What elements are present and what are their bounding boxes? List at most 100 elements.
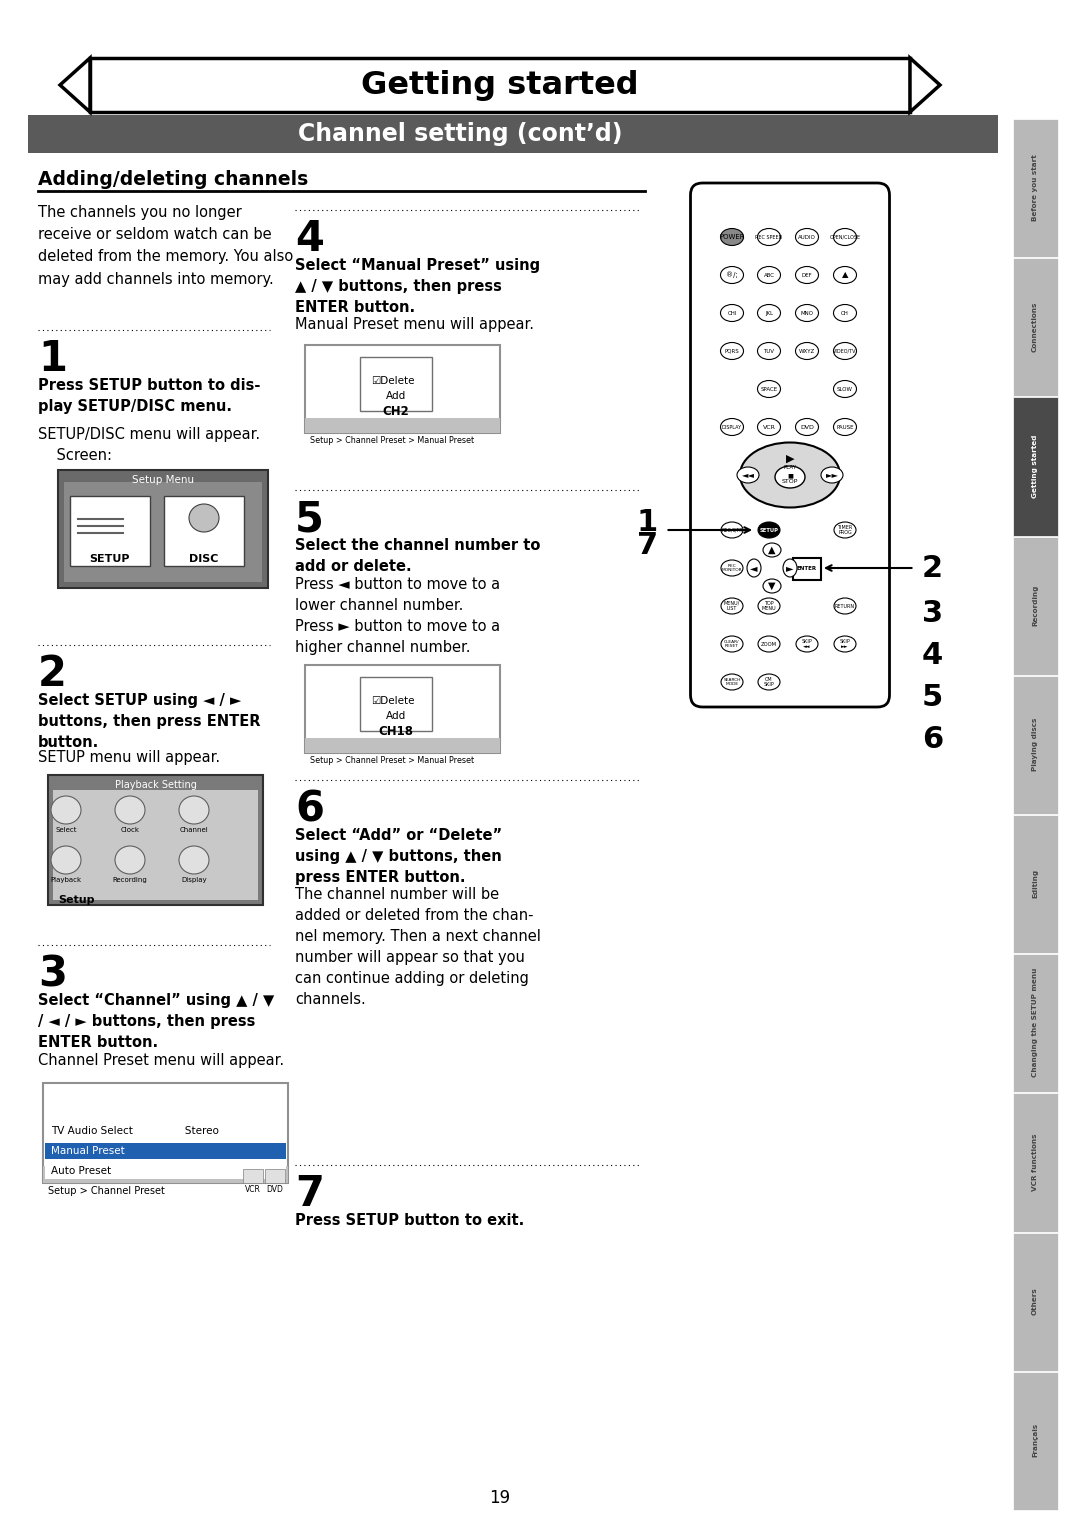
Ellipse shape (720, 342, 743, 359)
Text: 1: 1 (637, 507, 658, 536)
Text: ■
STOP: ■ STOP (782, 474, 798, 484)
Ellipse shape (757, 229, 781, 246)
Text: ◄◄: ◄◄ (742, 471, 755, 480)
Text: 6: 6 (922, 724, 943, 753)
Ellipse shape (796, 419, 819, 435)
Ellipse shape (834, 380, 856, 397)
Text: CM
SKIP: CM SKIP (764, 677, 774, 688)
Ellipse shape (757, 266, 781, 284)
Text: SKIP
►►: SKIP ►► (839, 639, 850, 649)
FancyBboxPatch shape (305, 738, 500, 753)
FancyBboxPatch shape (45, 1143, 286, 1160)
Text: 4: 4 (922, 640, 943, 669)
Text: TV Audio Select                Stereo: TV Audio Select Stereo (51, 1126, 219, 1135)
Text: Auto Preset: Auto Preset (51, 1166, 111, 1177)
FancyBboxPatch shape (70, 497, 150, 565)
Text: Select “Manual Preset” using
▲ / ▼ buttons, then press
ENTER button.: Select “Manual Preset” using ▲ / ▼ butto… (295, 258, 540, 315)
FancyBboxPatch shape (243, 1169, 264, 1183)
Ellipse shape (757, 419, 781, 435)
FancyBboxPatch shape (360, 677, 432, 730)
Text: ►►: ►► (825, 471, 838, 480)
Ellipse shape (834, 266, 856, 284)
Text: Select “Channel” using ▲ / ▼
/ ◄ / ► buttons, then press
ENTER button.: Select “Channel” using ▲ / ▼ / ◄ / ► but… (38, 993, 274, 1050)
Text: TUV: TUV (764, 348, 774, 353)
Text: DVD: DVD (267, 1186, 283, 1195)
Text: DVD: DVD (800, 425, 814, 429)
Ellipse shape (834, 229, 856, 246)
Text: Channel Preset menu will appear.: Channel Preset menu will appear. (38, 1053, 284, 1068)
Text: ◄: ◄ (751, 562, 758, 573)
Text: ☑Delete: ☑Delete (372, 695, 415, 706)
Ellipse shape (721, 523, 743, 538)
Text: ►: ► (786, 562, 794, 573)
Ellipse shape (796, 229, 819, 246)
Polygon shape (910, 58, 940, 112)
Ellipse shape (834, 342, 856, 359)
Ellipse shape (189, 504, 219, 532)
Ellipse shape (834, 304, 856, 321)
Ellipse shape (740, 443, 840, 507)
Text: DEF: DEF (801, 272, 812, 278)
Text: Playing discs: Playing discs (1032, 718, 1038, 772)
FancyBboxPatch shape (1013, 119, 1057, 257)
FancyBboxPatch shape (305, 665, 500, 753)
Text: Setup Menu: Setup Menu (132, 475, 194, 484)
Text: CLEAR/
RESET: CLEAR/ RESET (725, 640, 740, 648)
Text: Playback: Playback (51, 877, 82, 883)
Text: 2: 2 (38, 652, 67, 695)
Text: CH2: CH2 (382, 405, 409, 419)
Text: ZOOM: ZOOM (761, 642, 778, 646)
Text: CHI: CHI (727, 310, 737, 315)
Text: Add: Add (386, 711, 406, 721)
FancyBboxPatch shape (28, 115, 998, 153)
Text: Others: Others (1032, 1287, 1038, 1316)
Ellipse shape (834, 419, 856, 435)
Text: JKL: JKL (765, 310, 773, 315)
Ellipse shape (179, 796, 210, 824)
Text: DISPLAY: DISPLAY (721, 425, 742, 429)
Text: 7: 7 (295, 1174, 324, 1215)
FancyBboxPatch shape (305, 419, 500, 432)
Text: Playback Setting: Playback Setting (114, 779, 197, 790)
Text: ☑Delete: ☑Delete (372, 376, 415, 387)
FancyBboxPatch shape (305, 345, 500, 432)
FancyBboxPatch shape (1013, 258, 1057, 396)
Text: SPACE: SPACE (760, 387, 778, 391)
Text: Select: Select (55, 827, 77, 833)
Text: Press ◄ button to move to a
lower channel number.
Press ► button to move to a
hi: Press ◄ button to move to a lower channe… (295, 578, 500, 656)
FancyBboxPatch shape (58, 471, 268, 588)
Text: Select the channel number to
add or delete.: Select the channel number to add or dele… (295, 538, 540, 575)
Text: OPEN/CLOSE: OPEN/CLOSE (829, 234, 861, 240)
FancyBboxPatch shape (164, 497, 244, 565)
Text: Editing: Editing (1032, 869, 1038, 898)
Text: Getting started: Getting started (361, 69, 638, 101)
Text: PAUSE: PAUSE (836, 425, 854, 429)
Ellipse shape (720, 304, 743, 321)
Text: SETUP: SETUP (90, 555, 131, 564)
Text: ABC: ABC (764, 272, 774, 278)
Ellipse shape (796, 342, 819, 359)
Text: Press SETUP button to exit.: Press SETUP button to exit. (295, 1213, 524, 1229)
FancyBboxPatch shape (48, 775, 264, 905)
Text: ENTER: ENTER (797, 565, 818, 570)
Text: Setup > Channel Preset > Manual Preset: Setup > Channel Preset > Manual Preset (310, 435, 474, 445)
Text: Display: Display (181, 877, 206, 883)
Text: Changing the SETUP menu: Changing the SETUP menu (1032, 969, 1038, 1077)
Text: CH18: CH18 (378, 724, 414, 738)
Ellipse shape (758, 523, 780, 538)
Text: Add: Add (386, 391, 406, 400)
Text: SETUP menu will appear.: SETUP menu will appear. (38, 750, 220, 766)
Text: 3: 3 (38, 953, 67, 995)
FancyBboxPatch shape (53, 790, 258, 900)
FancyBboxPatch shape (45, 1123, 286, 1138)
Ellipse shape (179, 847, 210, 874)
Text: Select “Add” or “Delete”
using ▲ / ▼ buttons, then
press ENTER button.: Select “Add” or “Delete” using ▲ / ▼ but… (295, 828, 502, 885)
Text: Manual Preset: Manual Preset (51, 1146, 125, 1157)
FancyBboxPatch shape (360, 358, 432, 411)
Text: ®/;: ®/; (726, 272, 738, 278)
Text: 3: 3 (922, 599, 943, 628)
Text: VIDEO/TV: VIDEO/TV (834, 348, 856, 353)
Text: Channel setting (cont’d): Channel setting (cont’d) (298, 122, 622, 147)
Text: 6: 6 (295, 788, 324, 830)
Text: The channel number will be
added or deleted from the chan-
nel memory. Then a ne: The channel number will be added or dele… (295, 886, 541, 1007)
